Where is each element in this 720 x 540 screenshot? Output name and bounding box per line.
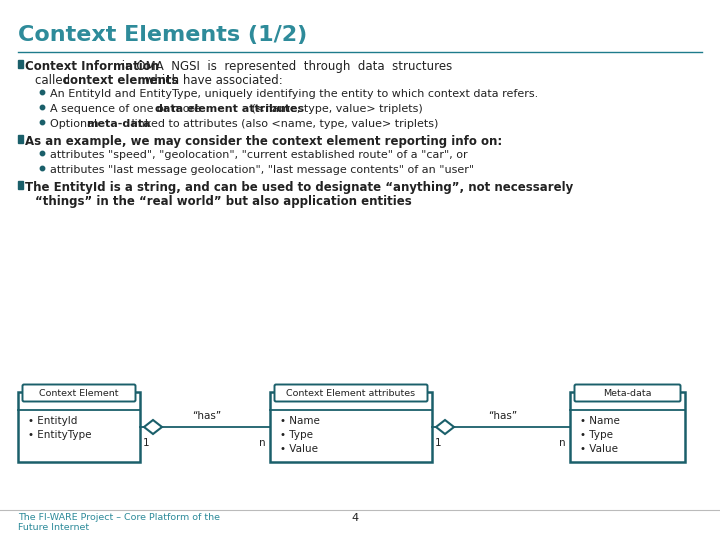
Text: “has”: “has” bbox=[488, 411, 517, 421]
Text: • Type: • Type bbox=[580, 430, 613, 440]
Bar bbox=[570, 392, 685, 462]
Text: • Value: • Value bbox=[280, 444, 318, 454]
Text: Optional: Optional bbox=[50, 119, 101, 129]
Text: which have associated:: which have associated: bbox=[141, 74, 283, 87]
Bar bbox=[18, 135, 23, 143]
Text: “things” in the “real world” but also application entities: “things” in the “real world” but also ap… bbox=[35, 195, 412, 208]
Text: data element attributes: data element attributes bbox=[155, 104, 304, 114]
FancyBboxPatch shape bbox=[22, 384, 135, 402]
Text: Context Element: Context Element bbox=[40, 388, 119, 397]
FancyBboxPatch shape bbox=[575, 384, 680, 402]
Text: (<name, type, value> triplets): (<name, type, value> triplets) bbox=[248, 104, 423, 114]
Polygon shape bbox=[144, 420, 162, 434]
Text: • Name: • Name bbox=[280, 416, 320, 426]
Text: A sequence of one or more: A sequence of one or more bbox=[50, 104, 204, 114]
Text: 1: 1 bbox=[143, 438, 150, 448]
Text: Meta-data: Meta-data bbox=[603, 388, 652, 397]
Text: context elements: context elements bbox=[63, 74, 179, 87]
Text: Context Element attributes: Context Element attributes bbox=[287, 388, 415, 397]
Text: Context Elements (1/2): Context Elements (1/2) bbox=[18, 25, 307, 45]
Text: The EntityId is a string, and can be used to designate “anything”, not necessare: The EntityId is a string, and can be use… bbox=[25, 181, 573, 194]
Text: • Value: • Value bbox=[580, 444, 618, 454]
Bar bbox=[18, 181, 23, 189]
Text: • EntityId: • EntityId bbox=[28, 416, 77, 426]
Text: As an example, we may consider the context element reporting info on:: As an example, we may consider the conte… bbox=[25, 135, 503, 148]
Text: linked to attributes (also <name, type, value> triplets): linked to attributes (also <name, type, … bbox=[128, 119, 438, 129]
Text: The FI-WARE Project – Core Platform of the
Future Internet: The FI-WARE Project – Core Platform of t… bbox=[18, 513, 220, 532]
Bar bbox=[18, 60, 23, 68]
Text: “has”: “has” bbox=[192, 411, 221, 421]
Text: 1: 1 bbox=[435, 438, 441, 448]
Text: meta-data: meta-data bbox=[86, 119, 150, 129]
Text: • Name: • Name bbox=[580, 416, 620, 426]
Text: n: n bbox=[259, 438, 266, 448]
Text: in OMA  NGSI  is  represented  through  data  structures: in OMA NGSI is represented through data … bbox=[118, 60, 452, 73]
Text: attributes "last message geolocation", "last message contents" of an "user": attributes "last message geolocation", "… bbox=[50, 165, 474, 175]
Text: attributes "speed", "geolocation", "current established route" of a "car", or: attributes "speed", "geolocation", "curr… bbox=[50, 150, 467, 160]
Text: n: n bbox=[559, 438, 566, 448]
Text: called: called bbox=[35, 74, 74, 87]
FancyBboxPatch shape bbox=[274, 384, 428, 402]
Text: An EntityId and EntityType, uniquely identifying the entity to which context dat: An EntityId and EntityType, uniquely ide… bbox=[50, 89, 539, 99]
Text: Context Information: Context Information bbox=[25, 60, 159, 73]
Text: • Type: • Type bbox=[280, 430, 313, 440]
Polygon shape bbox=[436, 420, 454, 434]
Bar bbox=[270, 392, 432, 462]
Text: 4: 4 bbox=[351, 513, 359, 523]
Text: • EntityType: • EntityType bbox=[28, 430, 91, 440]
Bar bbox=[18, 392, 140, 462]
